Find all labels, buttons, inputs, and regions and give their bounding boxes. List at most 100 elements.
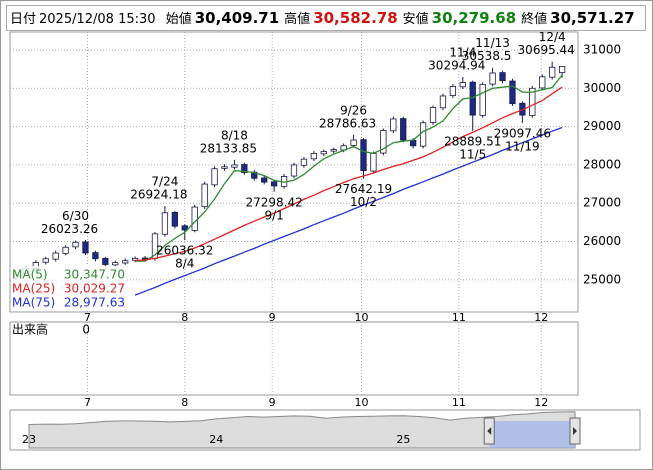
annotation-date: 6/30 [62,209,89,223]
candle-body [310,153,317,160]
annotation-value: 30538.5 [462,49,512,63]
ma-line [135,86,563,262]
quote-value: 30,279.68 [431,9,517,27]
annotation-date: 10/2 [350,195,377,209]
candle-body [330,149,337,152]
candle-body [529,87,536,116]
navigator-frame [9,409,641,451]
plot-frame [9,31,579,313]
candle-body [241,164,248,173]
navigator-area [28,411,576,449]
annotation-date: 11/19 [505,139,540,153]
candle-body [201,183,208,208]
legend-name: MA(5) [12,268,48,282]
quote-value: 30,409.71 [194,9,280,27]
candle-body [191,206,198,231]
x-tick-label: 9 [269,396,276,409]
legend-value: 28,977.63 [64,296,125,310]
navigator-tick-label: 25 [396,433,410,446]
x-tick-label: 12 [534,396,548,409]
candle-body [42,258,49,263]
candle-body [181,225,188,231]
candle-body [300,158,308,166]
x-tick-label: 11 [452,311,466,324]
candle-body [261,177,268,183]
quote-value: 30,582.78 [313,9,398,27]
legend-name: MA(25) [12,282,55,296]
candle-body [231,164,238,168]
annotation-date: 11/13 [475,36,510,50]
handle-arrow [573,427,577,435]
annotation-value: 29097.46 [494,126,551,140]
navigator-tick-label: 23 [22,433,36,446]
annotation-value: 27642.19 [335,182,392,196]
ma-line [135,74,563,262]
y-tick-label: 26000 [583,234,621,248]
quote-items: 始値 30,409.71 高値 30,582.78 安値 30,279.68 終値 30,57… [163,9,637,27]
candle-body [290,164,298,177]
x-tick-label: 7 [84,311,91,324]
candle-body [92,252,99,260]
candle-body [539,76,546,89]
candle-body [102,257,109,265]
legend-value: 30,029.27 [64,282,125,296]
y-tick-label: 25000 [583,272,621,286]
candle-body [469,81,476,116]
date-label: 日付 [10,12,37,27]
annotation-date: 11/4 [449,46,476,60]
annotation-date: 9/1 [264,208,283,222]
candle-body [449,85,457,96]
candle-body [439,95,447,109]
y-tick-label: 28000 [583,157,621,171]
annotation-value: 30695.44 [518,43,575,57]
candle-body [509,80,516,105]
candle-body [419,122,427,147]
y-tick-label: 31000 [583,43,621,57]
candle-body [549,66,556,78]
candle-body [429,107,437,123]
legend-name: MA(75) [12,296,55,310]
candle-body [499,72,506,82]
x-tick-label: 9 [269,311,276,324]
annotation-date: 12/4 [539,30,566,44]
quote-label: 安値 [402,12,429,27]
candle-body [410,139,417,147]
candle-body [211,168,218,186]
annotation-value: 28133.85 [200,141,257,155]
x-tick-label: 7 [84,396,91,409]
candle-body [122,260,129,264]
legend-box [11,266,126,311]
candle-body [72,241,79,248]
candle-body [62,246,69,254]
volume-frame [9,321,579,396]
annotation-date: 7/24 [151,175,178,189]
candle-body [82,241,89,254]
annotation-value: 28786.63 [319,116,376,130]
quote-value: 30,571.27 [550,9,635,27]
candle-body [479,84,486,116]
ma-line [134,126,563,296]
quote-label: 高値 [284,12,311,27]
candle-body [320,151,327,155]
candle-body [52,252,59,260]
navigator-window [489,421,575,448]
annotation-value: 26924.18 [130,188,187,202]
candle-body [400,118,407,141]
candle-body [350,139,357,146]
candle-body [489,72,496,85]
y-tick-label: 29000 [583,119,621,133]
candle-body [380,130,387,154]
x-tick-label: 12 [534,311,548,324]
candle-body [558,66,566,74]
candle-body [141,257,149,260]
annotation-date: 9/26 [340,103,367,117]
annotation-value: 26023.26 [41,222,98,236]
x-tick-label: 11 [452,396,466,409]
quote-label: 始値 [165,12,192,27]
candle-body [360,139,367,172]
candle-body [390,118,397,132]
handle-arrow [487,427,492,435]
candle-body [161,212,169,235]
